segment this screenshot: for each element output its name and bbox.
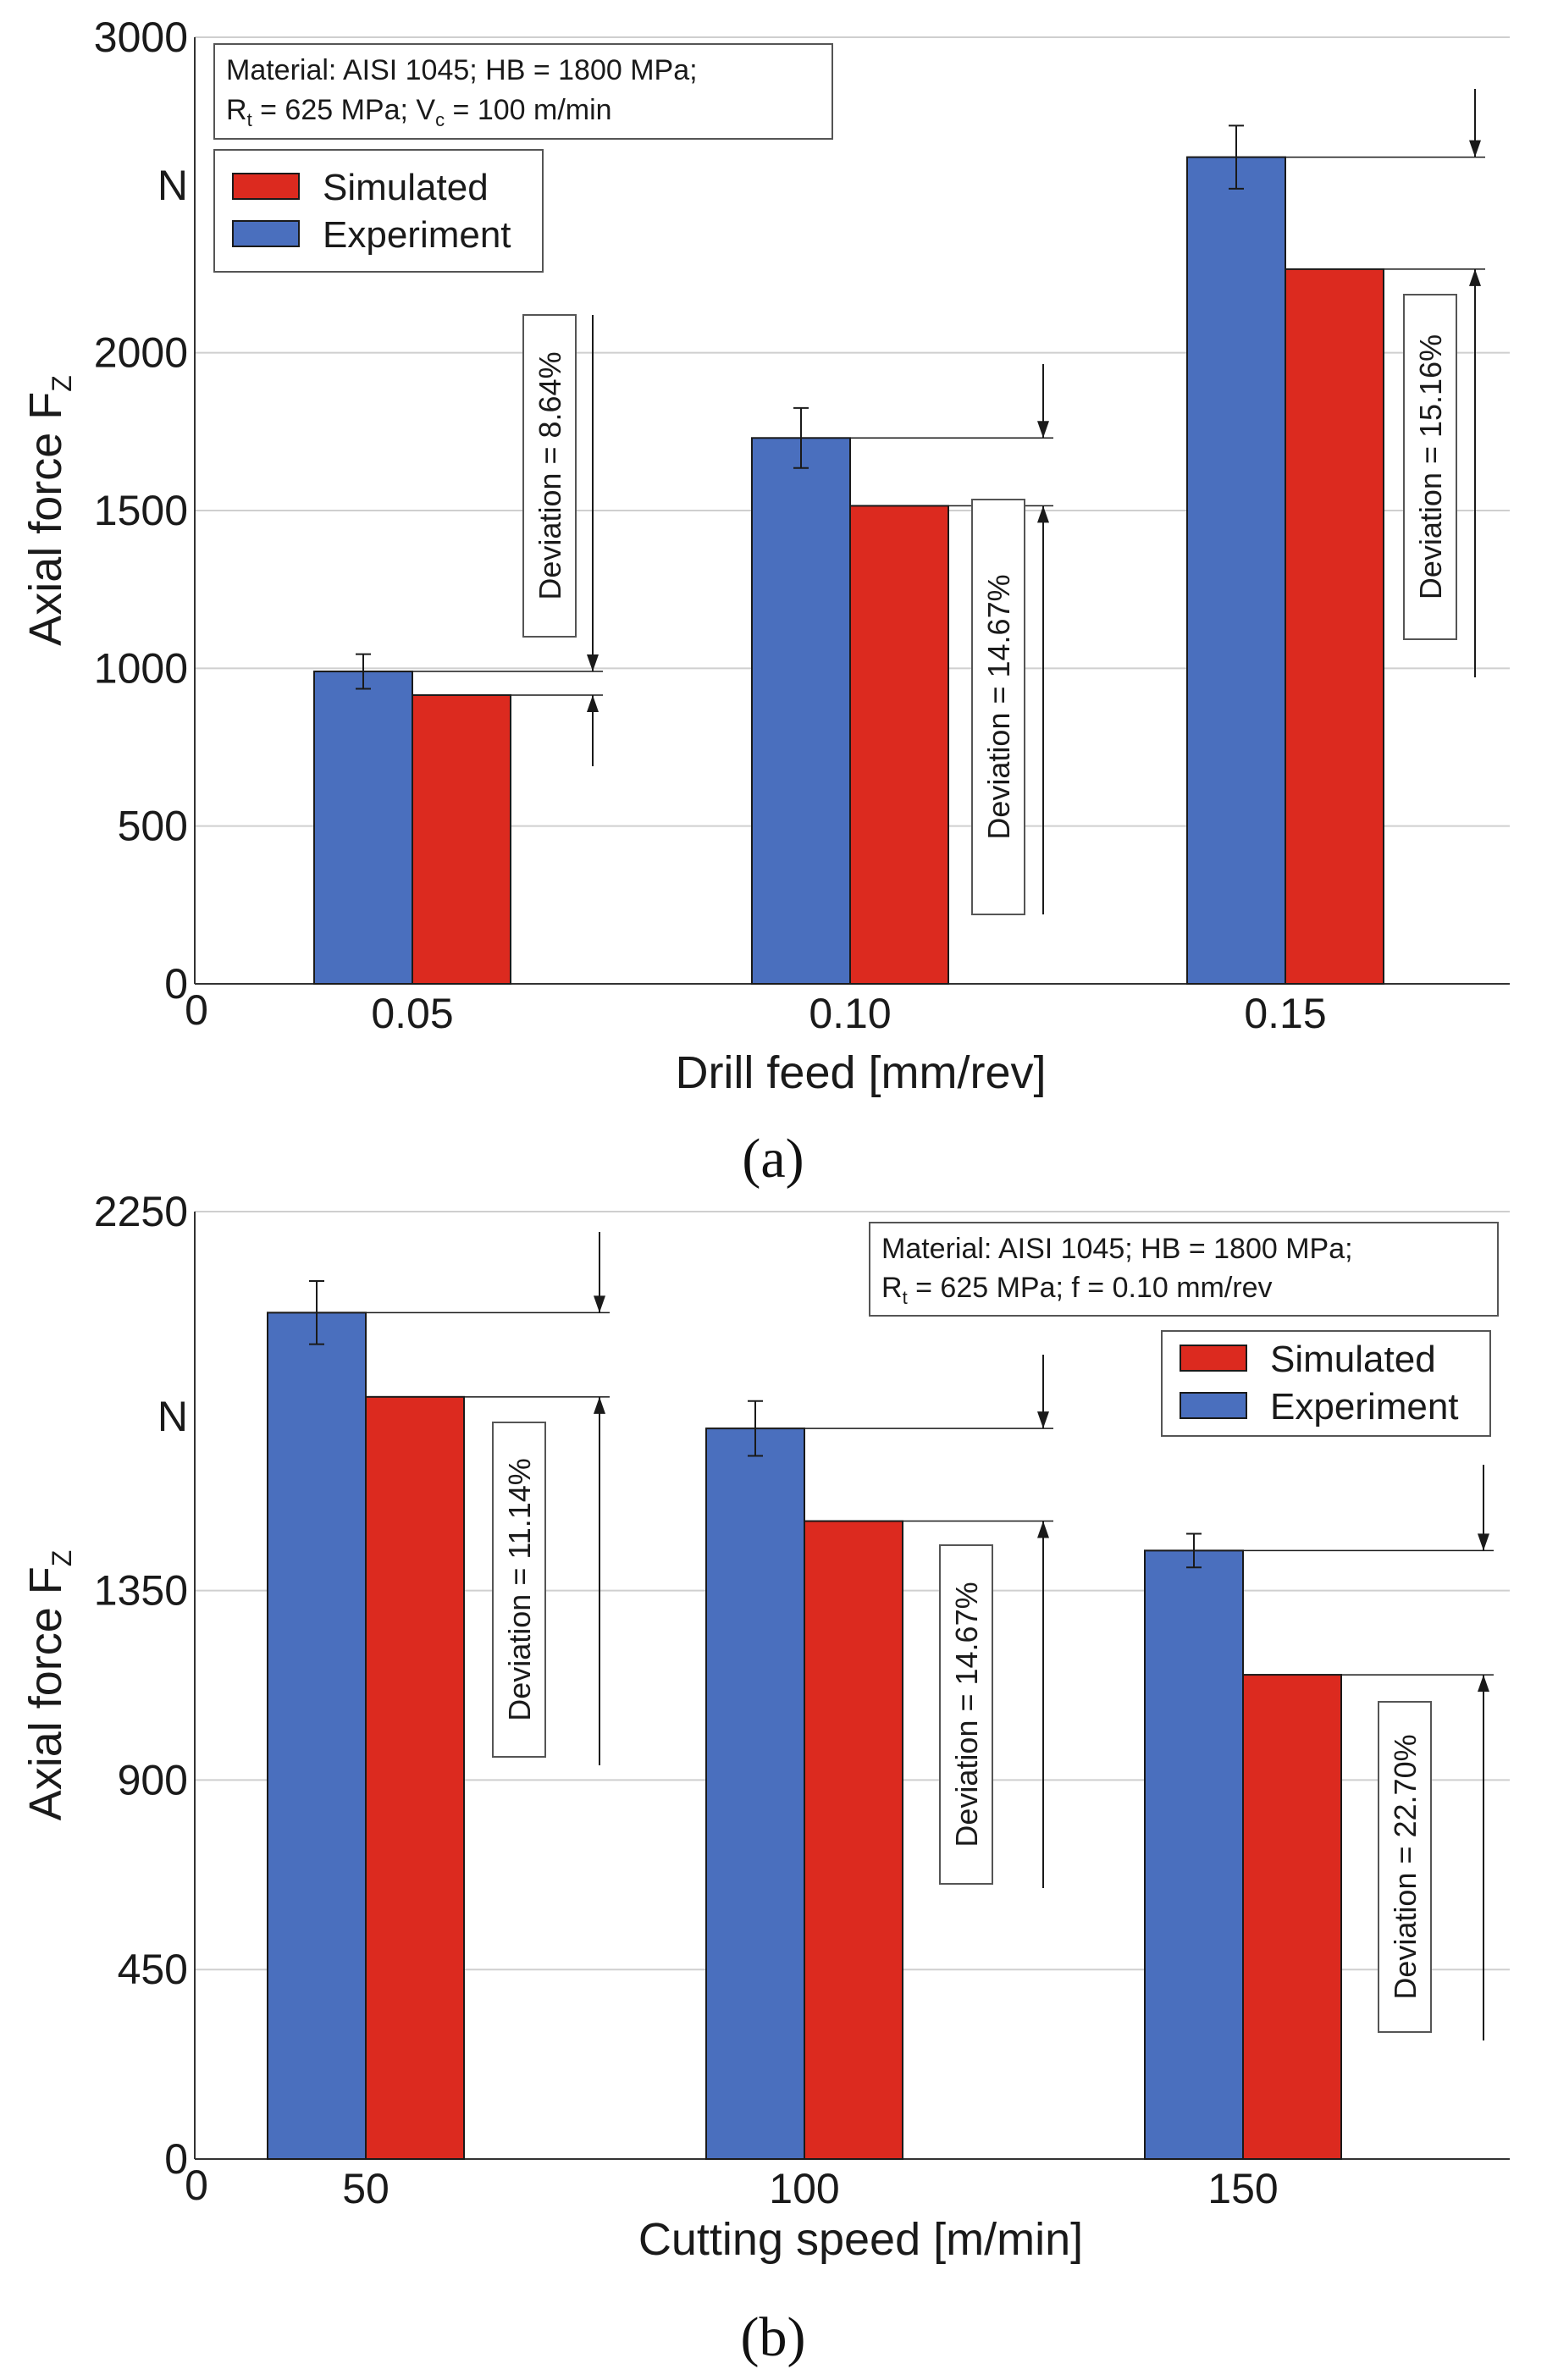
info-line-2: Rt = 625 MPa; Vc = 100 m/min	[226, 94, 612, 130]
deviation-box	[971, 499, 1025, 915]
info-subscript: c	[435, 109, 445, 130]
deviation-box	[939, 1544, 993, 1885]
deviation-arrowhead	[1037, 1411, 1049, 1429]
x-origin-label: 0	[185, 2162, 208, 2209]
x-tick-label: 100	[769, 2165, 839, 2212]
bar-experiment	[751, 437, 851, 985]
deviation-box	[522, 314, 577, 638]
deviation-arrowhead	[1478, 1675, 1489, 1693]
deviation-arrowhead	[1037, 505, 1049, 523]
info-box	[213, 43, 833, 140]
legend-label-experiment: Experiment	[323, 214, 511, 256]
deviation-box	[1378, 1701, 1432, 2033]
y-axis-label-main: Axial force F	[20, 1566, 71, 1820]
x-tick-label: 50	[342, 2165, 390, 2212]
legend-swatch-simulated	[1180, 1345, 1247, 1372]
deviation-label: Deviation = 22.70%	[1388, 1734, 1423, 1999]
deviation-arrowhead	[587, 654, 599, 672]
legend-label-simulated: Simulated	[1270, 1339, 1436, 1380]
info-box	[869, 1222, 1499, 1317]
y-axis-label: Axial force FZ	[20, 375, 77, 646]
y-axis-label: Axial force FZ	[20, 1550, 77, 1821]
y-tick-label: 0	[164, 960, 188, 1008]
deviation-label: Deviation = 14.67%	[981, 574, 1016, 839]
y-unit-label: N	[157, 162, 188, 209]
y-tick-label: 1000	[94, 644, 188, 692]
bar-experiment	[1186, 156, 1286, 985]
deviation-arrowhead	[587, 695, 599, 713]
chart-panel-0: 0 500 1000 1500 2000 3000 N Axial force FZ 0 0.05…	[20, 14, 1510, 1190]
y-tick-label: 1350	[94, 1567, 188, 1615]
bar-simulated	[804, 1520, 903, 2161]
y-unit-label: N	[157, 1393, 188, 1440]
info-line-1: Material: AISI 1045; HB = 1800 MPa;	[881, 1233, 1353, 1265]
x-axis-label: Cutting speed [m/min]	[638, 2214, 1083, 2265]
legend-label-experiment: Experiment	[1270, 1386, 1459, 1427]
panel-label: (a)	[742, 1128, 804, 1190]
info-text: R	[226, 94, 247, 126]
info-text: = 100 m/min	[445, 94, 611, 126]
deviation-label: Deviation = 8.64%	[533, 351, 567, 599]
bar-experiment	[705, 1427, 805, 2161]
bar-experiment	[313, 671, 413, 985]
legend-swatch-experiment	[232, 220, 300, 247]
legend-box	[213, 149, 544, 273]
x-tick-label: 0.10	[809, 990, 891, 1037]
y-tick-label: 2250	[94, 1188, 188, 1235]
info-subscript: t	[247, 109, 252, 130]
y-tick-label: 1500	[94, 487, 188, 534]
deviation-label: Deviation = 11.14%	[502, 1458, 537, 1721]
y-axis-label-sub: Z	[47, 1550, 77, 1567]
y-tick-label: 900	[118, 1756, 188, 1803]
x-tick-label: 150	[1207, 2165, 1278, 2212]
bar-simulated	[849, 505, 949, 985]
deviation-arrowhead	[1037, 1521, 1049, 1538]
bar-experiment	[1144, 1549, 1244, 2161]
deviation-box	[492, 1422, 546, 1758]
y-tick-label: 450	[118, 1946, 188, 1993]
bar-simulated	[1242, 1674, 1342, 2160]
legend-label-simulated: Simulated	[323, 167, 489, 208]
y-tick-label: 0	[164, 2135, 188, 2183]
chart-panel-1: 0 450 900 1350 2250 N Axial force FZ 0 50 Deviati…	[20, 1188, 1510, 2368]
info-text: Material: AISI 1045; HB = 1800 MPa;	[881, 1233, 1353, 1265]
y-tick-label: 2000	[94, 329, 188, 377]
x-tick-label: 0.15	[1244, 990, 1326, 1037]
x-origin-label: 0	[185, 986, 208, 1034]
deviation-label: Deviation = 14.67%	[949, 1582, 984, 1847]
info-line-2: Rt = 625 MPa; f = 0.10 mm/rev	[881, 1272, 1273, 1308]
y-axis-label-sub: Z	[47, 375, 77, 392]
y-axis-label-main: Axial force F	[20, 392, 71, 646]
info-subscript: t	[903, 1287, 908, 1308]
bar-simulated	[1285, 268, 1384, 986]
info-text: Material: AISI 1045; HB = 1800 MPa;	[226, 54, 698, 86]
deviation-arrowhead	[594, 1396, 605, 1414]
info-text: = 625 MPa; V	[252, 94, 436, 126]
deviation-label: Deviation = 15.16%	[1413, 334, 1448, 599]
bar-simulated	[365, 1395, 465, 2160]
bar-simulated	[412, 694, 511, 985]
y-tick-label: 3000	[94, 14, 188, 61]
y-tick-label: 500	[118, 803, 188, 850]
bar-experiment	[267, 1311, 367, 2160]
info-text: = 625 MPa; f = 0.10 mm/rev	[908, 1272, 1273, 1304]
x-tick-label: 0.05	[371, 990, 453, 1037]
deviation-box	[1403, 294, 1457, 640]
x-axis-label: Drill feed [mm/rev]	[675, 1047, 1046, 1098]
info-line-1: Material: AISI 1045; HB = 1800 MPa;	[226, 54, 698, 86]
deviation-arrowhead	[1469, 268, 1481, 286]
deviation-arrowhead	[594, 1295, 605, 1313]
deviation-arrowhead	[1469, 140, 1481, 157]
deviation-arrowhead	[1037, 421, 1049, 439]
panel-label: (b)	[741, 2306, 806, 2368]
legend-swatch-simulated	[232, 173, 300, 200]
info-text: R	[881, 1272, 903, 1304]
deviation-arrowhead	[1478, 1533, 1489, 1551]
legend-swatch-experiment	[1180, 1392, 1247, 1419]
